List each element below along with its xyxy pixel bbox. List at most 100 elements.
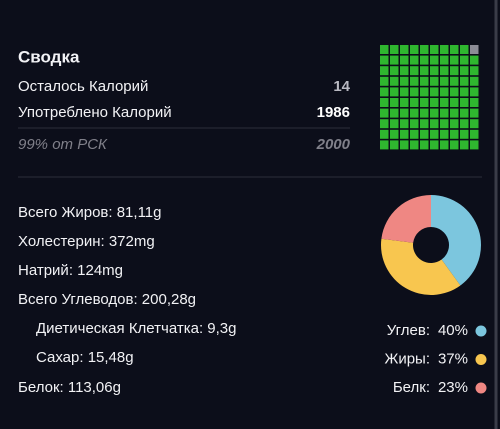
waffle-cell: [420, 66, 429, 76]
waffle-cell: [410, 76, 419, 86]
waffle-cell: [430, 66, 439, 76]
waffle-cell: [460, 66, 469, 76]
waffle-cell: [440, 55, 449, 65]
waffle-cell: [380, 129, 389, 139]
waffle-cell: [470, 87, 479, 97]
waffle-cell: [380, 55, 389, 65]
row-label: Осталось Калорий: [18, 78, 148, 95]
waffle-cell: [470, 129, 479, 139]
waffle-cell: [450, 140, 459, 150]
waffle-cell: [380, 108, 389, 118]
waffle-cell: [390, 129, 399, 139]
waffle-cell: [380, 98, 389, 107]
waffle-cell: [440, 87, 449, 97]
legend-dot: [475, 354, 487, 365]
waffle-cell: [400, 66, 409, 76]
waffle-cell: [470, 119, 479, 129]
waffle-cell: [390, 119, 399, 129]
legend-value: 23%: [438, 379, 468, 396]
waffle-cell: [400, 45, 409, 54]
waffle-cell: [470, 55, 479, 65]
waffle-cell: [410, 45, 419, 54]
waffle-cell: [470, 140, 479, 150]
waffle-cell: [420, 98, 429, 107]
waffle-cell: [410, 55, 419, 65]
waffle-cell: [430, 55, 439, 65]
summary-title: Сводка: [18, 47, 80, 66]
row-value: 14: [333, 78, 350, 95]
waffle-cell: [460, 76, 469, 86]
waffle-cell: [470, 98, 479, 107]
waffle-cell: [430, 76, 439, 86]
waffle-cell: [420, 129, 429, 139]
nutrient: Холестерин: 372mg: [18, 233, 155, 250]
waffle-cell: [470, 45, 479, 54]
waffle-cell: [390, 87, 399, 97]
waffle-cell: [440, 45, 449, 54]
nutrient: Сахар: 15,48g: [36, 349, 134, 366]
waffle-cell: [400, 108, 409, 118]
waffle-cell: [440, 140, 449, 150]
waffle-cell: [390, 55, 399, 65]
waffle-cell: [440, 76, 449, 86]
waffle-cell: [410, 87, 419, 97]
waffle-cell: [460, 45, 469, 54]
waffle-cell: [430, 108, 439, 118]
waffle-cell: [380, 87, 389, 97]
waffle-cell: [400, 119, 409, 129]
nutrient: Всего Углеводов: 200,28g: [18, 291, 196, 308]
waffle-cell: [440, 66, 449, 76]
waffle-cell: [390, 98, 399, 107]
legend-value: 37%: [438, 350, 468, 367]
waffle-cell: [460, 98, 469, 107]
waffle-cell: [390, 45, 399, 54]
waffle-cell: [380, 119, 389, 129]
waffle-cell: [460, 87, 469, 97]
donut-segment: [431, 195, 481, 286]
waffle-cell: [400, 87, 409, 97]
waffle-cell: [460, 140, 469, 150]
waffle-cell: [410, 66, 419, 76]
legend-value: 40%: [438, 322, 468, 339]
nutrient: Диетическая Клетчатка: 9,3g: [36, 320, 236, 337]
waffle-cell: [420, 140, 429, 150]
waffle-cell: [430, 140, 439, 150]
waffle-cell: [410, 108, 419, 118]
waffle-cell: [390, 76, 399, 86]
waffle-cell: [410, 140, 419, 150]
waffle-cell: [470, 108, 479, 118]
waffle-cell: [450, 55, 459, 65]
waffle-cell: [420, 45, 429, 54]
legend-label: Углев:: [387, 322, 430, 339]
nutrient: Всего Жиров: 81,11g: [18, 204, 161, 221]
row-value: 1986: [317, 104, 350, 121]
waffle-cell: [460, 108, 469, 118]
waffle-cell: [460, 129, 469, 139]
waffle-cell: [470, 76, 479, 86]
legend-dot: [475, 382, 487, 394]
waffle-cell: [450, 76, 459, 86]
nutrient: Белок: 113,06g: [18, 379, 121, 396]
nutrient: Натрий: 124mg: [18, 262, 123, 279]
waffle-cell: [410, 119, 419, 129]
waffle-cell: [400, 129, 409, 139]
waffle-cell: [450, 108, 459, 118]
waffle-cell: [390, 140, 399, 150]
waffle-cell: [410, 98, 419, 107]
waffle-cell: [380, 76, 389, 86]
waffle-cell: [410, 129, 419, 139]
goal-label: 99% от РСК: [18, 136, 108, 153]
waffle-cell: [380, 140, 389, 150]
waffle-cell: [400, 55, 409, 65]
waffle-cell: [400, 140, 409, 150]
waffle-cell: [430, 98, 439, 107]
goal-value: 2000: [316, 136, 351, 153]
waffle-cell: [460, 119, 469, 129]
waffle-cell: [450, 87, 459, 97]
donut-segment: [381, 238, 461, 295]
waffle-cell: [380, 45, 389, 54]
waffle-cell: [380, 66, 389, 76]
legend-label: Белк:: [393, 379, 430, 396]
waffle-cell: [420, 108, 429, 118]
